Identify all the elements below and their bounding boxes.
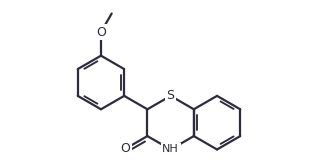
- Text: S: S: [167, 89, 175, 102]
- Text: NH: NH: [162, 144, 179, 155]
- Text: O: O: [96, 26, 106, 39]
- Text: O: O: [121, 142, 130, 155]
